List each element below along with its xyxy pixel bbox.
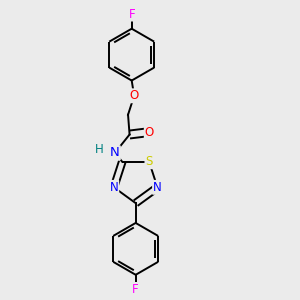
- Text: N: N: [110, 146, 120, 159]
- Text: H: H: [95, 143, 104, 156]
- Text: O: O: [130, 89, 139, 102]
- Text: N: N: [110, 181, 118, 194]
- Text: N: N: [153, 181, 162, 194]
- Text: S: S: [146, 155, 153, 168]
- Text: F: F: [132, 283, 139, 296]
- Text: O: O: [145, 126, 154, 139]
- Text: F: F: [128, 8, 135, 21]
